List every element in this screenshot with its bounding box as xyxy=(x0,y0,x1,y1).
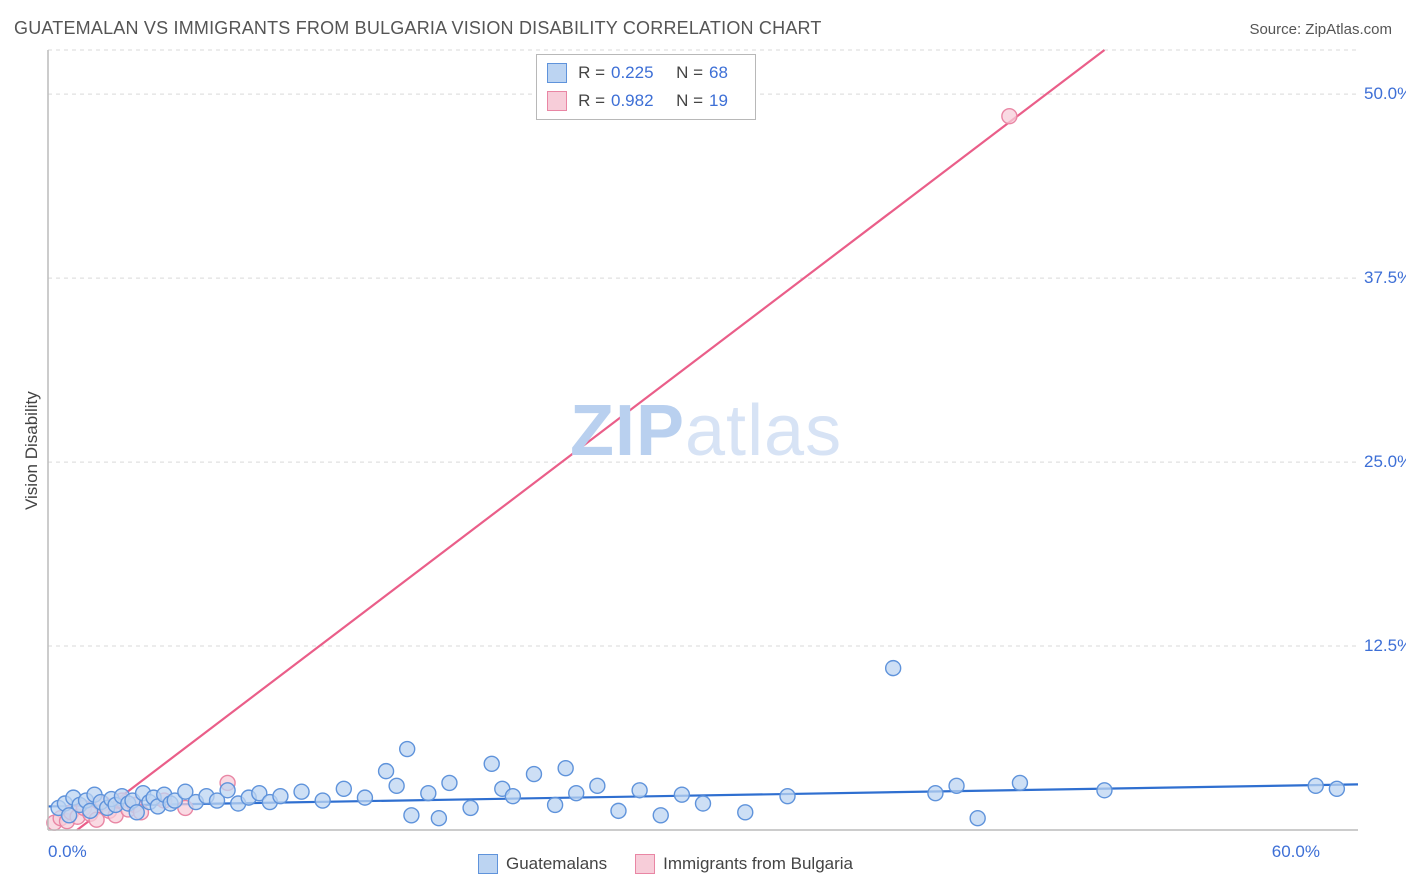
series-legend: Guatemalans Immigrants from Bulgaria xyxy=(478,854,853,874)
n-value-pink: 19 xyxy=(709,91,743,111)
r-value-pink: 0.982 xyxy=(611,91,667,111)
n-label: N = xyxy=(671,91,705,111)
stats-legend: R = 0.225 N = 68 R = 0.982 N = 19 xyxy=(536,54,756,120)
y-tick-label: 50.0% xyxy=(1364,84,1406,104)
y-tick-label: 37.5% xyxy=(1364,268,1406,288)
r-label: R = xyxy=(573,63,607,83)
swatch-pink-icon xyxy=(547,91,567,111)
legend-label-blue: Guatemalans xyxy=(506,854,607,874)
legend-item-pink: Immigrants from Bulgaria xyxy=(635,854,853,874)
scatter-chart xyxy=(0,0,1406,892)
y-tick-label: 12.5% xyxy=(1364,636,1406,656)
r-value-blue: 0.225 xyxy=(611,63,667,83)
y-axis-label: Vision Disability xyxy=(22,391,42,510)
x-tick-label: 0.0% xyxy=(48,842,87,862)
swatch-pink-icon xyxy=(635,854,655,874)
swatch-blue-icon xyxy=(478,854,498,874)
y-tick-label: 25.0% xyxy=(1364,452,1406,472)
swatch-blue-icon xyxy=(547,63,567,83)
n-value-blue: 68 xyxy=(709,63,743,83)
n-label: N = xyxy=(671,63,705,83)
legend-label-pink: Immigrants from Bulgaria xyxy=(663,854,853,874)
r-label: R = xyxy=(573,91,607,111)
x-tick-label: 60.0% xyxy=(1272,842,1320,862)
legend-item-blue: Guatemalans xyxy=(478,854,607,874)
